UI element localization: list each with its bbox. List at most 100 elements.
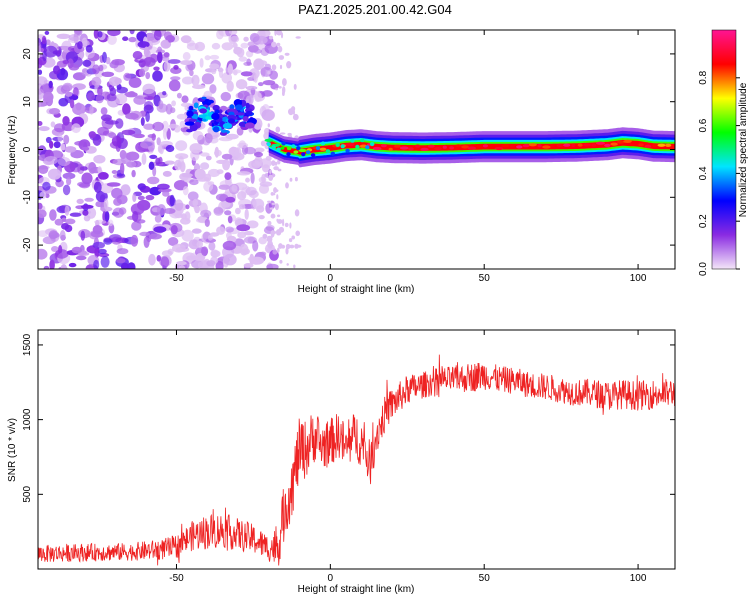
noise-blob (80, 230, 86, 241)
noise-blob (132, 193, 137, 203)
noise-blob (211, 69, 217, 75)
colorbar-tick-label: 0.8 (698, 70, 709, 84)
noise-blob (223, 253, 237, 266)
noise-blob (128, 77, 142, 88)
noise-blob (62, 172, 76, 180)
noise-blob (246, 186, 251, 196)
colorbar-tick-label: 0.6 (698, 118, 709, 132)
noise-blob (276, 42, 281, 47)
noise-blob (227, 215, 233, 224)
noise-blob (221, 153, 233, 160)
noise-blob (207, 168, 220, 178)
noise-blob (258, 176, 267, 183)
noise-blob (295, 230, 301, 237)
y-tick-label: -20 (22, 237, 33, 252)
noise-blob (204, 218, 210, 227)
noise-blob (267, 240, 273, 249)
noise-blob (264, 127, 270, 135)
noise-blob (149, 186, 162, 196)
noise-blob (161, 250, 173, 257)
noise-blob (127, 262, 136, 269)
noise-blob (201, 246, 209, 256)
noise-blob (281, 244, 285, 249)
noise-blob (188, 239, 200, 250)
noise-blob (232, 42, 238, 49)
noise-blob (69, 212, 82, 217)
noise-blob (43, 265, 50, 269)
noise-blob (179, 120, 186, 129)
noise-blob (220, 200, 231, 208)
noise-blob (103, 198, 109, 210)
ridge-mark (370, 142, 375, 147)
ridge-mark (494, 146, 504, 151)
noise-blob (148, 161, 155, 170)
noise-blob (162, 170, 172, 177)
noise-blob (235, 79, 248, 90)
ridge-mark (644, 144, 652, 148)
ridge-mark (550, 143, 556, 148)
noise-blob (81, 172, 93, 185)
noise-blob (282, 218, 285, 227)
noise-blob (53, 65, 61, 75)
ridge-mark (537, 144, 542, 148)
noise-blob (86, 92, 96, 101)
spectrogram-panel: -50 0 50 100 -20 -10 0 10 20 Height of straight… (7, 29, 676, 295)
noise-blob (53, 123, 66, 133)
noise-blob (114, 77, 122, 85)
noise-blob (68, 262, 77, 268)
noise-blob (196, 240, 203, 249)
noise-blob (156, 254, 162, 262)
noise-blob (264, 63, 272, 71)
noise-blob (38, 145, 47, 156)
cluster-mark (184, 121, 195, 126)
noise-blob (191, 228, 202, 234)
ridge-mark (310, 153, 316, 158)
cluster-mark (193, 102, 199, 109)
noise-blob (289, 222, 292, 229)
noise-blob (97, 31, 103, 38)
noise-blob (208, 241, 216, 251)
noise-blob (210, 249, 219, 258)
spectrogram-y-ticks: -20 -10 0 10 20 (22, 48, 675, 252)
ridge-mark (301, 152, 306, 157)
noise-blob (48, 230, 58, 240)
noise-blob (187, 191, 199, 201)
noise-blob (259, 158, 272, 169)
noise-blob (77, 181, 91, 188)
noise-blob (98, 248, 107, 255)
noise-blob (287, 132, 292, 136)
cluster-mark (202, 118, 207, 122)
noise-blob (49, 209, 57, 221)
noise-blob (224, 210, 232, 216)
noise-blob (49, 259, 55, 269)
noise-blob (62, 82, 73, 91)
ridge-mark (320, 141, 326, 146)
noise-blob (151, 133, 156, 141)
ridge-mark (280, 146, 285, 150)
noise-blob (69, 161, 83, 173)
cluster-mark (242, 116, 249, 122)
noise-blob (161, 56, 170, 62)
noise-blob (279, 132, 286, 135)
noise-blob (38, 69, 43, 75)
ridge-mark (501, 144, 510, 148)
noise-blob (108, 84, 114, 92)
noise-blob (139, 231, 151, 237)
noise-blob (47, 168, 62, 180)
noise-blob (225, 226, 234, 233)
noise-blob (174, 199, 184, 211)
noise-blob (115, 258, 126, 264)
noise-blob (160, 256, 170, 268)
noise-blob (282, 86, 286, 94)
x-tick-label: 50 (479, 273, 491, 284)
noise-blob (130, 234, 139, 247)
noise-blob (98, 172, 109, 180)
colorbar-tick-label: 0.0 (698, 262, 709, 276)
noise-blob (246, 220, 259, 229)
noise-blob (181, 76, 194, 85)
noise-blob (38, 88, 45, 100)
noise-blob (106, 182, 121, 187)
cluster-mark (212, 126, 220, 133)
noise-blob (149, 154, 158, 159)
